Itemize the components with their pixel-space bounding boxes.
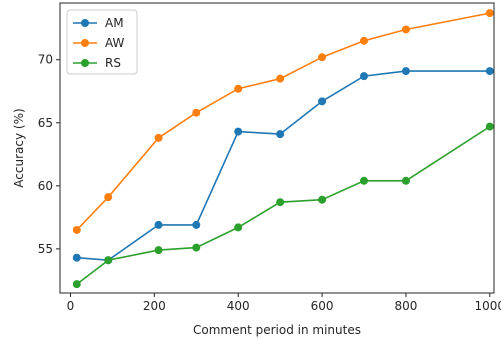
x-tick-label: 0 <box>67 299 75 313</box>
plot-marks <box>72 9 494 289</box>
y-axis-label: Accuracy (%) <box>12 108 26 187</box>
point-aw <box>234 84 243 93</box>
legend-label-rs: RS <box>105 56 121 70</box>
x-axis-label: Comment period in minutes <box>193 323 361 337</box>
point-rs <box>485 122 494 131</box>
point-aw <box>154 133 163 142</box>
series-line-am <box>76 70 490 262</box>
legend-label-aw: AW <box>105 36 125 50</box>
point-am <box>276 130 285 139</box>
point-am <box>234 127 243 136</box>
x-tick-label: 400 <box>227 299 250 313</box>
y-tick-label: 70 <box>38 53 53 67</box>
point-rs <box>318 195 327 204</box>
point-aw <box>276 74 285 83</box>
plot-frame <box>59 2 495 294</box>
point-rs <box>360 176 369 185</box>
point-am <box>154 220 163 229</box>
x-axis: 0 200 400 600 800 1000 <box>67 293 501 313</box>
y-tick-label: 55 <box>38 242 53 256</box>
point-am <box>485 67 494 76</box>
point-aw <box>360 36 369 45</box>
point-aw <box>72 225 81 234</box>
point-rs <box>72 280 81 289</box>
point-aw <box>401 25 410 34</box>
point-aw <box>192 108 201 117</box>
legend-label-am: AM <box>105 16 124 30</box>
legend: AM AW RS <box>66 9 138 75</box>
legend-marker-aw <box>81 39 89 47</box>
series-line-rs <box>76 125 491 285</box>
legend-marker-am <box>81 19 89 27</box>
point-rs <box>234 223 243 232</box>
point-am <box>318 97 327 106</box>
x-tick-label: 1000 <box>475 299 501 313</box>
legend-box <box>66 9 138 75</box>
x-tick-label: 200 <box>143 299 166 313</box>
point-am <box>72 253 81 262</box>
point-rs <box>104 256 113 265</box>
point-rs <box>276 198 285 207</box>
point-aw <box>485 9 494 18</box>
x-tick-label: 800 <box>394 299 417 313</box>
y-tick-label: 65 <box>38 116 53 130</box>
series-line-aw <box>76 12 490 231</box>
point-am <box>192 220 201 229</box>
point-rs <box>401 176 410 185</box>
point-rs <box>154 246 163 255</box>
point-aw <box>318 53 327 62</box>
point-rs <box>192 243 201 252</box>
x-tick-label: 600 <box>311 299 334 313</box>
point-aw <box>104 193 113 202</box>
y-axis: 55 60 65 70 <box>38 53 60 256</box>
point-am <box>401 67 410 76</box>
y-tick-label: 60 <box>38 179 53 193</box>
legend-marker-rs <box>81 59 89 67</box>
point-am <box>360 72 369 81</box>
